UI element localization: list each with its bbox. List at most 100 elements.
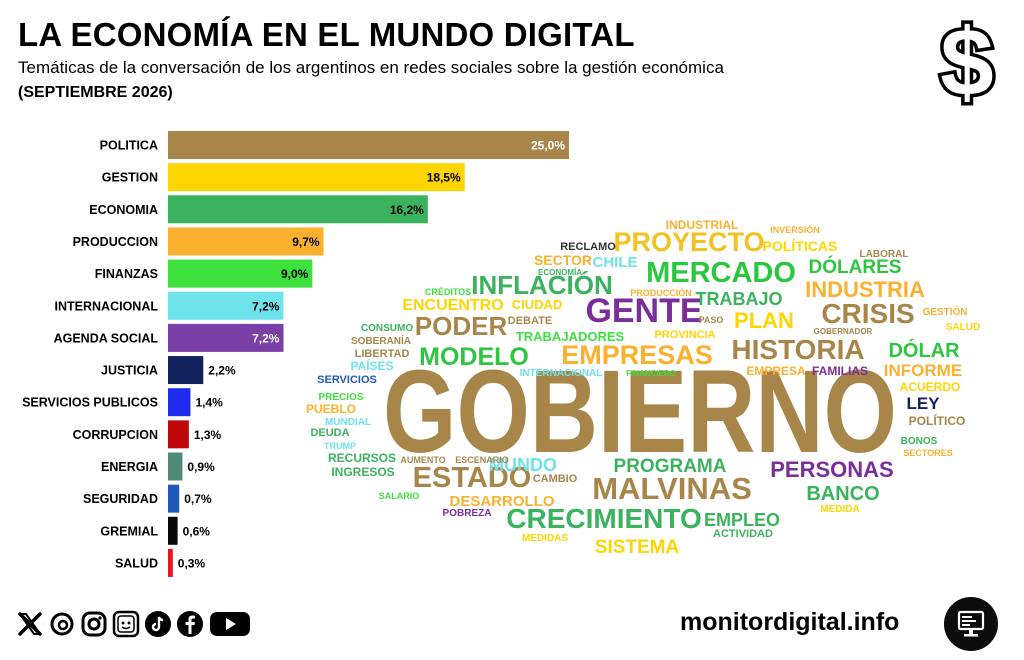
bar [168, 259, 313, 288]
bar [168, 291, 284, 320]
word-cloud-word: DEUDA [310, 427, 349, 439]
x-icon[interactable] [16, 610, 44, 638]
category-label: SEGURIDAD [83, 492, 158, 506]
value-label: 16,2% [390, 203, 424, 217]
word-cloud-word: SECTOR [534, 252, 592, 268]
bar [168, 420, 189, 449]
word-cloud-word: MEDIDA [820, 504, 859, 515]
word-cloud-word: ENCUENTRO [402, 297, 503, 314]
word-cloud-word: EMPRESAS [561, 340, 713, 370]
word-cloud-word: LIBERTAD [355, 348, 410, 360]
word-cloud-word: AUMENTO [400, 455, 445, 465]
word-cloud-word: GESTIÓN [922, 305, 967, 318]
monitor-icon [944, 597, 998, 651]
value-label: 0,9% [187, 460, 215, 474]
word-cloud-word: POBREZA [443, 508, 492, 519]
value-label: 0,3% [178, 556, 206, 570]
word-cloud-word: LABORAL [860, 249, 909, 260]
bar [168, 484, 180, 513]
word-cloud-word: PASO [699, 315, 724, 325]
word-cloud-word: SALUD [946, 322, 980, 333]
word-cloud-word: MUNDIAL [325, 417, 371, 428]
value-label: 1,4% [195, 396, 223, 410]
word-cloud-word: CONSUMO [361, 323, 413, 334]
threads-icon[interactable] [48, 610, 76, 638]
word-cloud-word: MERCADO [646, 257, 796, 289]
word-cloud-word: SISTEMA [595, 537, 680, 558]
category-label: ENERGIA [101, 460, 158, 474]
word-cloud-word: PROVINCIA [654, 329, 715, 341]
word-cloud-word: PROYECTO [613, 227, 764, 257]
bar [168, 227, 324, 256]
word-cloud-word: INFORME [884, 361, 962, 380]
word-cloud-word: EMPRESA [746, 364, 806, 378]
value-label: 0,6% [183, 524, 211, 538]
word-cloud-word: RECLAMO [560, 241, 616, 253]
category-label: INTERNACIONAL [55, 299, 159, 313]
word-cloud-word: BONOS [901, 436, 938, 447]
word-cloud-word: SALARIO [379, 491, 420, 501]
word-cloud-word: RECURSOS [328, 451, 396, 465]
word-cloud-word: INTERNACIONAL [520, 368, 603, 379]
bar [168, 388, 191, 417]
category-label: AGENDA SOCIAL [54, 331, 159, 345]
word-cloud-word: INDUSTRIAL [666, 218, 739, 232]
category-label: JUSTICIA [101, 364, 158, 378]
word-cloud-word: PRECIOS [318, 392, 363, 403]
value-label: 9,0% [281, 267, 309, 281]
word-cloud-word: MALVINAS [592, 471, 752, 506]
bar [168, 131, 569, 159]
word-cloud-word: LEY [906, 394, 940, 413]
word-cloud-word: CHILE [593, 254, 638, 271]
word-cloud-word: PUEBLO [306, 402, 356, 416]
category-label: POLITICA [100, 139, 158, 153]
instagram-icon[interactable] [80, 610, 108, 638]
word-cloud-word: CAMBIO [533, 473, 578, 485]
value-label: 7,2% [252, 299, 280, 313]
dollar-sign-icon: $ [937, 15, 997, 115]
word-cloud-word: GOBERNADOR [814, 327, 873, 336]
word-cloud-word: PODER [415, 311, 508, 341]
tiktok-icon[interactable] [144, 610, 172, 638]
word-cloud-word: POLÍTICO [909, 413, 966, 428]
bar [168, 516, 178, 545]
bar [168, 356, 204, 385]
word-cloud-word: DÓLARES [809, 256, 902, 278]
svg-text:$: $ [940, 15, 993, 115]
page-subtitle: Temáticas de la conversación de los arge… [18, 58, 724, 77]
social-icons [16, 609, 252, 639]
word-cloud-word: PRODUCCIÓN [630, 287, 692, 298]
word-cloud-word: PLAN [734, 308, 794, 333]
word-cloud-word: GENTE [585, 292, 702, 330]
bar [168, 195, 428, 224]
word-cloud-word: INDUSTRIA [805, 277, 925, 302]
bar [168, 163, 465, 192]
category-label: GREMIAL [100, 524, 158, 538]
value-label: 2,2% [208, 364, 236, 378]
word-cloud-word: CRÉDITOS [425, 287, 471, 297]
category-label: GESTION [102, 171, 158, 185]
word-cloud-word: ACTIVIDAD [713, 528, 773, 540]
value-label: 9,7% [292, 235, 320, 249]
youtube-icon[interactable] [208, 610, 252, 638]
page-title: LA ECONOMÍA EN EL MUNDO DIGITAL [18, 16, 635, 53]
word-cloud-word: ESTADO [413, 462, 532, 494]
website-label[interactable]: monitordigital.info [680, 608, 900, 636]
word-cloud-word: FINANCIERO [626, 369, 676, 378]
bar [168, 452, 183, 481]
period-label: (SEPTIEMBRE 2026) [18, 84, 173, 101]
value-label: 25,0% [531, 139, 565, 153]
facebook-icon[interactable] [176, 610, 204, 638]
value-label: 0,7% [184, 492, 212, 506]
category-label: PRODUCCION [73, 235, 158, 249]
word-cloud-word: POLÍTICAS [763, 238, 838, 254]
category-label: FINANZAS [95, 267, 158, 281]
bar [168, 548, 173, 577]
word-cloud-word: PERSONAS [770, 457, 893, 482]
bluesky-icon[interactable] [112, 610, 140, 638]
word-cloud-word: MEDIDAS [522, 533, 568, 544]
word-cloud-word: DEBATE [508, 315, 552, 327]
word-cloud-word: ESCENARIO [455, 455, 509, 465]
word-cloud-word: FAMILIAS [812, 364, 868, 378]
